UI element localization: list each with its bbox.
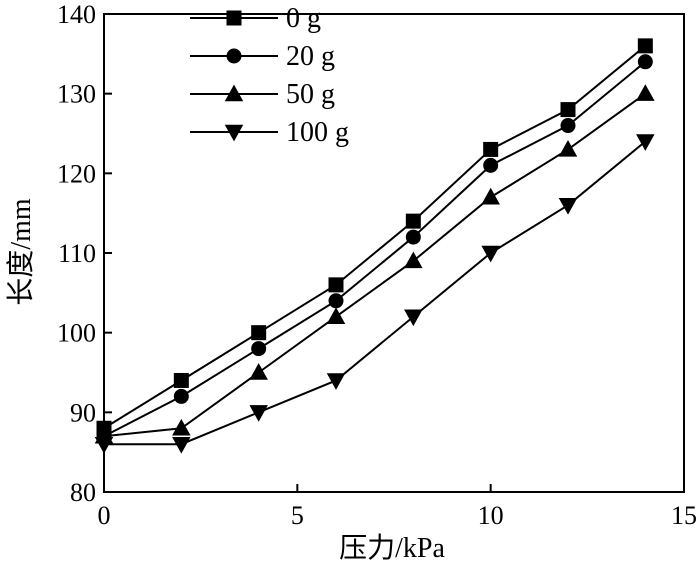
data-point-triangle-down	[249, 405, 268, 422]
data-point-triangle-down	[326, 373, 346, 390]
y-tick-label: 80	[70, 478, 96, 507]
legend-label: 0 g	[286, 3, 321, 34]
data-point-triangle-up	[326, 307, 346, 324]
y-tick-label: 140	[57, 0, 96, 29]
y-axis-title: 长度/mm	[5, 198, 37, 306]
data-point-triangle-down	[224, 124, 244, 142]
y-tick-label: 120	[57, 159, 96, 188]
data-point-triangle-down	[481, 245, 500, 263]
data-point-square	[637, 38, 653, 54]
x-tick-label: 10	[478, 501, 504, 530]
series-line	[103, 61, 646, 438]
data-point-triangle-up	[404, 251, 423, 269]
x-tick-label: 5	[291, 501, 304, 530]
legend-item: 0 g	[190, 3, 321, 34]
series-line	[104, 140, 646, 446]
legend-label: 20 g	[286, 41, 335, 72]
data-point-square	[405, 213, 421, 229]
axes: 80 90 100 110 120 130 140 0 5 10 15	[57, 0, 697, 530]
data-point-triangle-down	[404, 309, 423, 327]
x-tick-label: 15	[671, 501, 697, 530]
data-point-triangle-up	[636, 84, 655, 101]
data-point-square	[173, 372, 189, 388]
data-point-square	[251, 325, 267, 341]
data-point-circle	[483, 157, 499, 173]
data-point-square	[483, 141, 499, 157]
legend-label: 50 g	[286, 79, 335, 110]
series-line	[103, 92, 646, 438]
data-point-triangle-up	[249, 363, 268, 380]
series-50g	[94, 84, 655, 444]
y-tick-label: 100	[57, 319, 96, 348]
data-point-triangle-up	[558, 140, 578, 157]
data-point-triangle-down	[172, 436, 191, 454]
y-tick-label: 90	[70, 398, 96, 427]
data-point-square	[560, 102, 576, 118]
data-point-square	[328, 277, 344, 293]
data-point-triangle-down	[94, 436, 114, 454]
legend-item: 20 g	[190, 41, 335, 72]
data-point-circle	[637, 54, 653, 70]
y-tick-label: 130	[57, 80, 96, 109]
legend-label: 100 g	[286, 117, 349, 148]
series-0g	[96, 38, 653, 436]
data-point-circle	[173, 388, 189, 404]
data-point-triangle-up	[481, 187, 500, 205]
legend: 0 g 20 g 50 g 100 g	[190, 3, 349, 148]
y-tick-label: 110	[58, 239, 96, 268]
data-point-circle	[560, 118, 576, 134]
data-point-triangle-up	[172, 418, 191, 436]
data-point-circle	[405, 229, 421, 245]
data-point-triangle-down	[558, 197, 578, 215]
series-line	[103, 45, 646, 430]
data-point-circle	[226, 48, 242, 64]
data-point-square	[226, 10, 242, 26]
series-layer	[94, 38, 655, 454]
data-point-circle	[251, 341, 267, 357]
legend-item: 50 g	[190, 79, 335, 110]
data-point-triangle-down	[636, 134, 655, 151]
series-100g	[94, 134, 655, 454]
legend-item: 100 g	[190, 117, 349, 148]
data-point-triangle-up	[224, 84, 244, 102]
x-tick-label: 0	[98, 501, 111, 530]
x-axis-title: 压力/kPa	[339, 532, 445, 563]
data-point-circle	[328, 293, 344, 309]
